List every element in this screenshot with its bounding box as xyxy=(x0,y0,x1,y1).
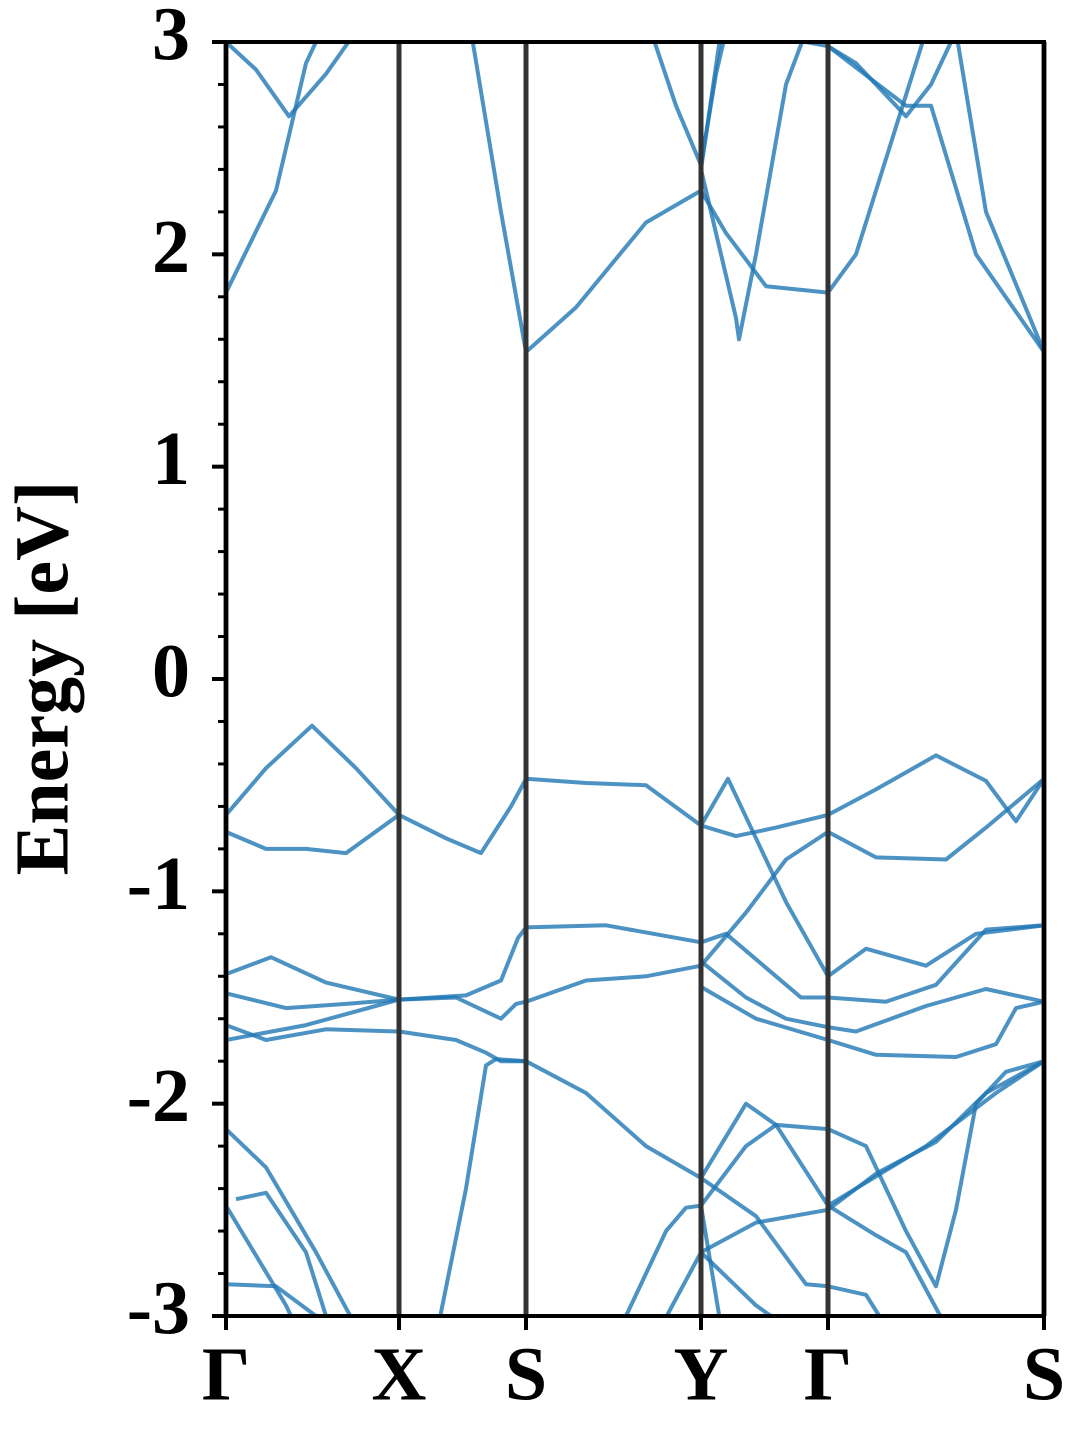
band-line xyxy=(826,1203,943,1316)
band-line xyxy=(699,959,1044,1034)
band-line xyxy=(226,42,319,294)
band-line xyxy=(470,42,925,354)
band-line xyxy=(438,1057,527,1316)
band-line xyxy=(226,1023,1044,1208)
band-line xyxy=(226,42,351,119)
band-line xyxy=(624,1203,722,1316)
bands xyxy=(226,42,1044,1316)
band-line xyxy=(699,42,805,342)
band-line xyxy=(235,1190,328,1316)
band-line xyxy=(955,42,1044,353)
band-line xyxy=(226,955,527,1021)
band-line xyxy=(826,44,1044,354)
y-tick-label: 3 xyxy=(152,0,190,76)
y-tick-label: -2 xyxy=(127,1054,190,1138)
x-tick-label: S xyxy=(505,1332,547,1416)
band-line xyxy=(805,42,954,119)
band-line xyxy=(525,777,1044,1004)
band-line xyxy=(699,1059,1044,1289)
x-tick-label: X xyxy=(372,1332,427,1416)
x-tick-label: Γ xyxy=(804,1332,852,1416)
band-line xyxy=(226,1127,353,1316)
band-line xyxy=(699,42,722,170)
y-tick-label: 2 xyxy=(152,205,190,289)
y-tick-label: 1 xyxy=(152,417,190,501)
band-line xyxy=(226,997,400,1042)
band-line xyxy=(699,1176,882,1316)
x-tick-label: S xyxy=(1023,1332,1065,1416)
band-line xyxy=(652,42,726,168)
plot-frame xyxy=(224,40,1046,1318)
y-axis-label: Energy [eV] xyxy=(0,481,84,876)
band-line xyxy=(226,813,401,856)
band-line xyxy=(226,1282,318,1316)
band-line xyxy=(699,776,1044,979)
band-line xyxy=(226,723,1044,856)
band-line xyxy=(226,1204,294,1316)
y-tick-label: 0 xyxy=(152,629,190,713)
band-line xyxy=(699,985,1044,1059)
band-line xyxy=(699,1250,775,1316)
y-tick-label: -1 xyxy=(127,842,190,926)
x-tick-label: Γ xyxy=(202,1332,250,1416)
band-line xyxy=(226,923,1044,1011)
x-tick-label: Y xyxy=(674,1332,729,1416)
y-tick-label: -3 xyxy=(127,1266,190,1350)
